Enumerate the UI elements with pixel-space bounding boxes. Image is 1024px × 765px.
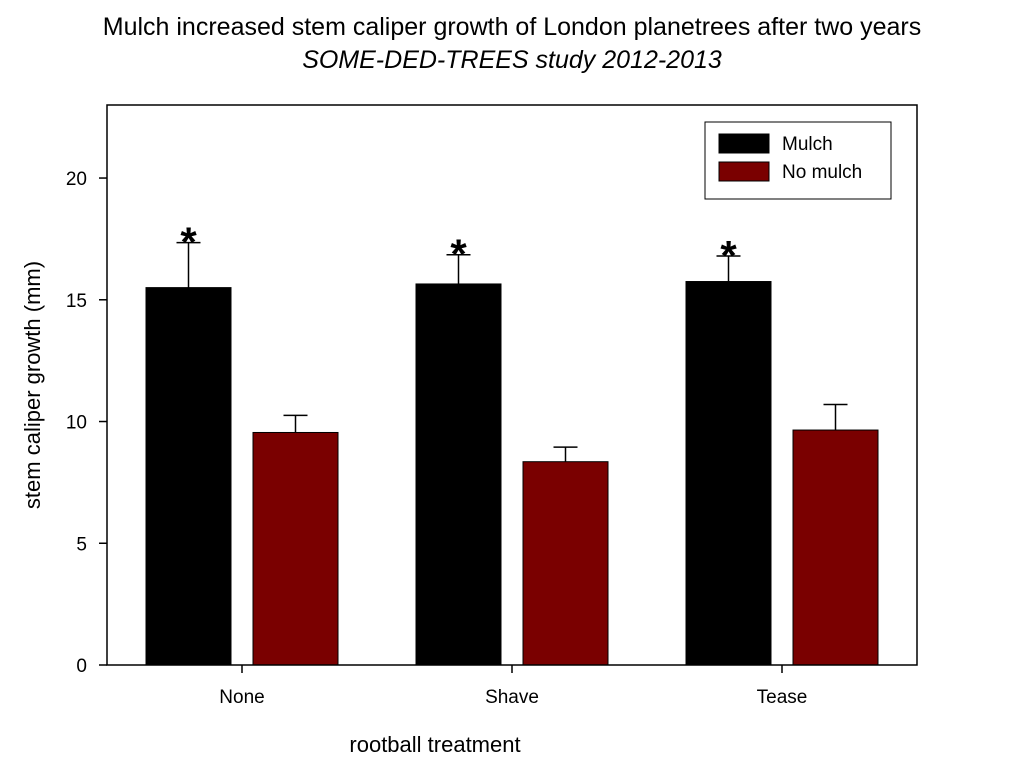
legend-label-mulch: Mulch [782,134,833,155]
y-tick-label-15: 15 [66,291,87,312]
y-axis: 0 5 10 15 20 [66,169,107,677]
bar-tease-no-mulch [792,429,879,666]
x-tick-label-tease: Tease [757,687,808,708]
bars-group [145,281,879,666]
bar-shave-no-mulch [522,461,609,666]
significance-marker-shave: * [450,231,467,278]
y-axis-label: stem caliper growth (mm) [20,261,45,509]
legend-swatch-mulch [718,133,770,154]
legend-swatch-no-mulch [718,161,770,182]
x-axis: None Shave Tease [219,665,807,708]
y-tick-label-0: 0 [76,656,87,677]
bar-tease-mulch [685,281,772,666]
significance-marker-none: * [180,219,197,266]
legend: Mulch No mulch [704,121,892,200]
legend-label-no-mulch: No mulch [782,162,862,183]
error-bars-group [176,241,848,462]
bar-shave-mulch [415,283,502,666]
y-tick-label-5: 5 [76,534,87,555]
x-axis-label: rootball treatment [349,732,520,757]
chart-title: Mulch increased stem caliper growth of L… [103,13,921,41]
x-tick-label-none: None [219,687,264,708]
bar-none-no-mulch [252,431,339,666]
significance-marker-tease: * [720,232,737,279]
y-tick-label-20: 20 [66,169,87,190]
y-tick-label-10: 10 [66,413,87,434]
bar-none-mulch [145,287,232,666]
significance-markers-group: * * * [180,219,737,279]
x-tick-label-shave: Shave [485,687,539,708]
chart-subtitle: SOME-DED-TREES study 2012-2013 [302,46,722,74]
